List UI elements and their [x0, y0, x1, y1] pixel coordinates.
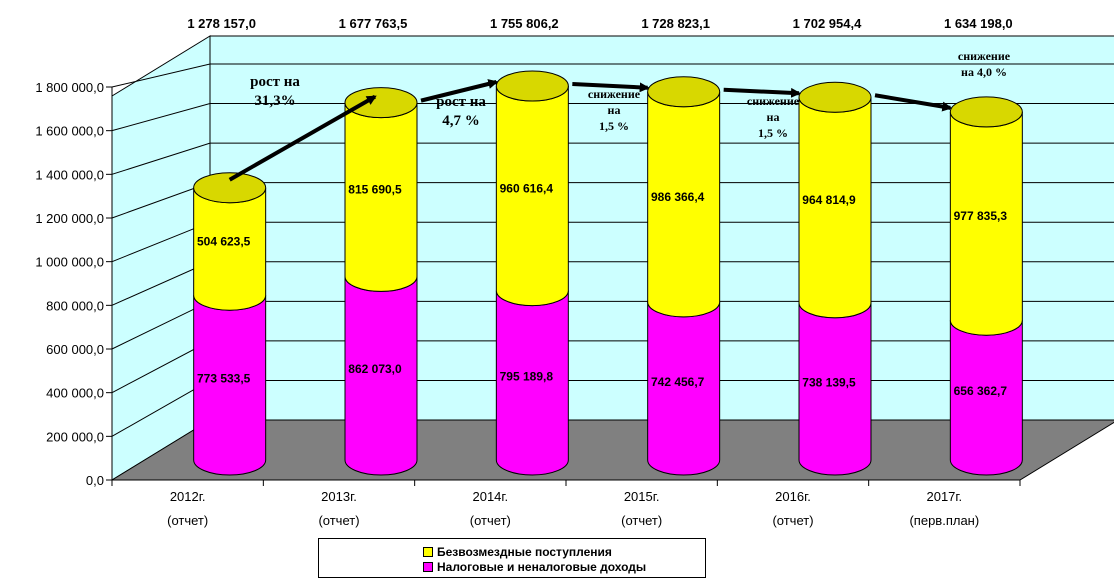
- x-tick-label: (отчет): [318, 513, 359, 528]
- bar-segment-grants-top: [949, 96, 1023, 128]
- y-tick-label: 1 600 000,0: [35, 124, 104, 139]
- bar-segment-grants-body: [495, 85, 569, 307]
- data-label-tax: 862 073,0: [348, 362, 402, 376]
- data-label-tax: 738 139,5: [802, 375, 856, 389]
- annotation-text: снижение: [958, 49, 1011, 63]
- bar-segment-grants: [344, 87, 418, 292]
- total-label: 1 728 823,1: [641, 16, 710, 31]
- total-label: 1 702 954,4: [793, 16, 862, 31]
- annotation-text: 4,7 %: [442, 113, 480, 129]
- bar-segment-grants: [193, 172, 267, 311]
- x-tick-label: 2016г.: [775, 489, 811, 504]
- labels: 773 533,5 504 623,5 1 278 157,0 862 073,0 81…: [187, 16, 1012, 398]
- total-label: 1 278 157,0: [187, 16, 256, 31]
- trend-arrow: [723, 87, 801, 98]
- bar-segment-grants-body: [949, 111, 1023, 336]
- x-tick-label: 2014г.: [472, 489, 508, 504]
- annotation-text: на: [608, 103, 621, 117]
- data-label-grants: 977 835,3: [954, 209, 1008, 223]
- x-tick-label: 2017г.: [926, 489, 962, 504]
- data-label-grants: 986 366,4: [651, 190, 705, 204]
- total-label: 1 634 198,0: [944, 16, 1013, 31]
- bars: [193, 70, 1023, 476]
- y-tick-label: 1 400 000,0: [35, 167, 104, 182]
- legend-item-tax: Налоговые и неналоговые доходы: [423, 560, 646, 574]
- data-label-tax: 656 362,7: [954, 384, 1008, 398]
- annotation-text: 1,5 %: [758, 126, 788, 140]
- annotation-text: на 4,0 %: [961, 65, 1007, 79]
- annotation-text: 31,3%: [254, 93, 295, 109]
- y-tick-label: 1 800 000,0: [35, 80, 104, 95]
- data-label-tax: 773 533,5: [197, 372, 251, 386]
- bar-segment-grants-top: [193, 172, 267, 204]
- bar-segment-grants-top: [798, 81, 872, 113]
- annotation-text: снижение: [588, 87, 641, 101]
- legend-swatch-magenta: [423, 562, 433, 572]
- legend-label-tax: Налоговые и неналоговые доходы: [437, 560, 647, 574]
- axes: 0,0 200 000,0 400 000,0 600 000,0 800 000,0 1…: [35, 80, 1021, 528]
- total-label: 1 755 806,2: [490, 16, 559, 31]
- x-tick-label: (отчет): [470, 513, 511, 528]
- x-tick-label: (отчет): [167, 513, 208, 528]
- legend-label-grants: Безвозмездные поступления: [437, 545, 612, 559]
- annotation-text: рост на: [436, 94, 486, 110]
- x-tick-label: (перв.план): [909, 513, 979, 528]
- data-label-grants: 964 814,9: [802, 193, 856, 207]
- annotation-text: 1,5 %: [599, 119, 629, 133]
- bar-segment-grants-top: [495, 70, 569, 102]
- annotation-text: снижение: [747, 94, 800, 108]
- x-tick-label: 2012г.: [170, 489, 206, 504]
- legend: Безвозмездные поступления Налоговые и не…: [318, 538, 706, 578]
- data-label-tax: 742 456,7: [651, 375, 705, 389]
- x-tick-label: 2013г.: [321, 489, 357, 504]
- y-tick-label: 800 000,0: [46, 298, 104, 313]
- bar-segment-grants-top: [344, 87, 418, 119]
- bar-segment-grants-body: [344, 102, 418, 292]
- bar-segment-grants: [647, 76, 721, 318]
- data-label-grants: 504 623,5: [197, 234, 251, 248]
- annotation-text: на: [767, 110, 780, 124]
- y-tick-label: 1 200 000,0: [35, 211, 104, 226]
- y-tick-label: 0,0: [86, 473, 104, 488]
- annotation-text: рост на: [250, 74, 300, 90]
- x-tick-label: (отчет): [621, 513, 662, 528]
- bar-segment-grants-body: [193, 187, 267, 311]
- x-tick-label: (отчет): [772, 513, 813, 528]
- data-label-grants: 960 616,4: [500, 181, 554, 195]
- trend-arrow: [228, 94, 377, 182]
- trend-arrow: [420, 79, 499, 103]
- bar-segment-grants-body: [798, 97, 872, 319]
- total-label: 1 677 763,5: [339, 16, 408, 31]
- y-tick-label: 1 000 000,0: [35, 255, 104, 270]
- trend-arrows: [228, 79, 953, 182]
- y-tick-label: 600 000,0: [46, 342, 104, 357]
- bar-segment-grants: [949, 96, 1023, 336]
- data-label-grants: 815 690,5: [348, 182, 402, 196]
- bar-segment-grants-body: [647, 91, 721, 318]
- bar-segment-grants: [798, 81, 872, 319]
- trend-arrow: [874, 93, 953, 112]
- gridline: [111, 63, 1114, 88]
- legend-swatch-yellow: [423, 547, 433, 557]
- bar-segment-grants-top: [647, 76, 721, 108]
- data-label-tax: 795 189,8: [500, 369, 554, 383]
- y-tick-label: 200 000,0: [46, 429, 104, 444]
- y-tick-label: 400 000,0: [46, 386, 104, 401]
- x-tick-label: 2015г.: [624, 489, 660, 504]
- legend-item-grants: Безвозмездные поступления: [423, 545, 612, 559]
- bar-segment-grants: [495, 70, 569, 307]
- trend-arrow: [572, 82, 650, 93]
